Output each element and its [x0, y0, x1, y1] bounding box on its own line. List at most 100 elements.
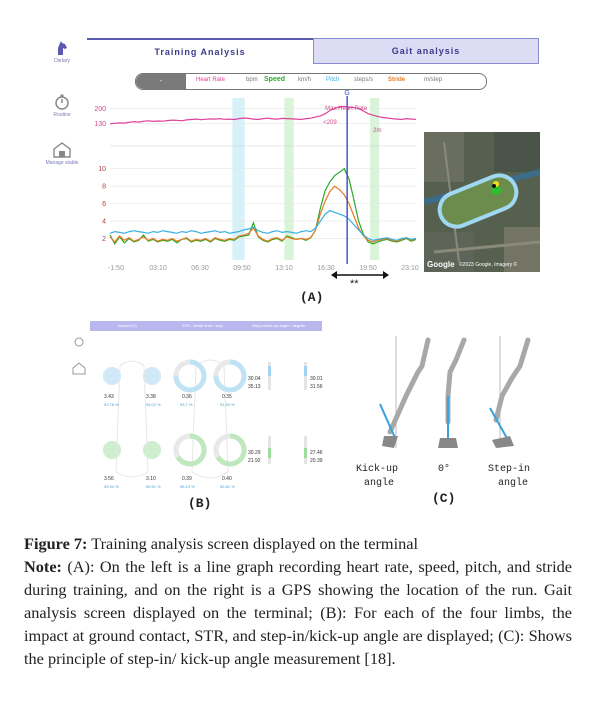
str-pct: 93.7 % — [180, 402, 193, 407]
hr-right-annotation: 2m — [373, 128, 381, 134]
highlight-band — [370, 98, 380, 260]
step-in-label-line2: angle — [498, 478, 529, 489]
str-value: 0.35 — [222, 394, 232, 400]
impact-value: 3.43 — [104, 394, 114, 400]
sidebar-item-routine[interactable]: Routine — [42, 94, 82, 118]
legend-heart-rate-unit: bpm — [246, 77, 258, 83]
gps-map-image — [424, 132, 540, 272]
gait-diagram — [103, 359, 307, 479]
zero-degree-label: 0° — [438, 464, 451, 475]
angle-bottom: 31.56 — [310, 384, 323, 390]
impact-value: 3.56 — [104, 476, 114, 482]
metric-legend: - Heart Rate bpm Speed km/h Pitch steps/… — [135, 73, 487, 90]
hoof-angle-diagram — [379, 336, 531, 448]
legend-stride-unit: m/step — [424, 77, 443, 83]
sidebar-item-label: Manage stable — [45, 160, 79, 166]
panel-c-label: (C) — [432, 491, 456, 506]
x-tick-label: 16:30 — [317, 265, 335, 272]
stable-icon — [72, 362, 86, 375]
angle-top: 30.04 — [248, 376, 261, 382]
x-tick-label: 19:50 — [359, 265, 377, 272]
header-impact: Impact (G) — [118, 323, 137, 328]
y-tick-label: 2 — [102, 236, 106, 243]
sidebar-item-label: Dietary — [54, 58, 70, 64]
x-tick-label: 09:50 — [233, 265, 251, 272]
legend-heart-rate[interactable]: Heart Rate — [196, 77, 226, 83]
sidebar-item-label: Routine — [53, 112, 71, 118]
kick-up-label-line1: Kick-up — [356, 464, 399, 475]
legend-pitch-unit: steps/s — [354, 77, 374, 83]
y-tick-label: 8 — [102, 184, 106, 191]
y-tick-label: 4 — [102, 219, 106, 226]
figure-caption: Figure 7: Training analysis screen displ… — [24, 532, 572, 670]
impact-value: 3.10 — [146, 476, 156, 482]
panel-c: Kick-up angle 0° Step-in angle (C) — [350, 336, 550, 511]
impact-value: 3.38 — [146, 394, 156, 400]
x-tick-label: 03:10 — [149, 265, 167, 272]
x-tick-label: -1:50 — [108, 265, 124, 272]
str-pct: 92.81 % — [220, 484, 235, 489]
panel-b-label: (B) — [188, 496, 212, 511]
str-value: 0.39 — [182, 476, 192, 482]
stopwatch-icon — [74, 337, 84, 347]
figure-title: Training analysis screen displayed on th… — [87, 534, 419, 553]
y-tick-label: 130 — [94, 121, 106, 128]
sidebar-item-manage-stable[interactable]: Manage stable — [42, 142, 82, 166]
y-tick-label: 200 — [94, 106, 106, 113]
highlight-band — [232, 98, 245, 260]
app-sidebar: Dietary Routine Manage stable — [40, 38, 84, 268]
highlight-band — [284, 98, 294, 260]
str-pct: 91.90 % — [220, 402, 235, 407]
hr-left-annotation: <209 — [323, 120, 337, 126]
max-heart-rate-annotation: Max Heart Rate — [325, 106, 368, 112]
y-tick-label: 10 — [98, 166, 106, 173]
angle-top: 30.01 — [310, 376, 323, 382]
gait-header: Impact (G) STR - stride time / step Step… — [90, 321, 322, 331]
str-pct: 96.13 % — [180, 484, 195, 489]
header-str: STR - stride time / step — [182, 323, 223, 328]
legend-pitch[interactable]: Pitch — [326, 77, 340, 83]
series-line — [109, 209, 417, 241]
note-label: Note: — [24, 557, 62, 576]
panel-b-sidebar — [72, 337, 86, 375]
legend-speed-unit: km/h — [298, 77, 312, 83]
training-line-chart[interactable]: 10 8 6 4 2 200 130 -1:50 03:10 06:30 09:50 13:10 16:… — [90, 88, 420, 284]
analysis-tabs: Training Analysis Gait analysis — [87, 38, 539, 64]
header-angle: Step-in/kick-up angle / degree — [252, 323, 306, 328]
impact-pct: 93.94 % — [104, 484, 119, 489]
figure-label: Figure 7: — [24, 534, 88, 553]
stable-icon — [53, 142, 71, 158]
impact-pct: 96.02 % — [146, 402, 161, 407]
significance-marker: ** — [350, 278, 359, 290]
angle-top: 27.46 — [310, 450, 323, 456]
x-tick-label: 13:10 — [275, 265, 293, 272]
y-tick-label: 6 — [102, 201, 106, 208]
x-tick-label: 23:10 — [401, 265, 419, 272]
tab-training-analysis[interactable]: Training Analysis — [87, 38, 313, 64]
impact-pct: 90.51 % — [146, 484, 161, 489]
note-text: (A): On the left is a line graph recordi… — [24, 557, 572, 668]
panel-b: Impact (G) STR - stride time / step Step… — [68, 318, 330, 511]
x-tick-label: 06:30 — [191, 265, 209, 272]
series-line — [109, 105, 417, 125]
horse-head-icon — [58, 41, 67, 55]
sidebar-item-dietary[interactable]: Dietary — [42, 40, 82, 64]
angle-top: 30.29 — [248, 450, 261, 456]
google-label: Google — [427, 260, 455, 269]
angle-bottom: 20.39 — [310, 458, 323, 464]
legend-stride[interactable]: Stride — [388, 77, 406, 83]
gps-map[interactable]: Google ©2023 Google, Imagery © — [424, 132, 540, 272]
str-value: 0.40 — [222, 476, 232, 482]
str-value: 0.36 — [182, 394, 192, 400]
panel-a-label: (A) — [300, 290, 324, 305]
series-line — [109, 185, 417, 243]
map-copyright: ©2023 Google, Imagery © — [459, 262, 518, 268]
tab-gait-analysis[interactable]: Gait analysis — [313, 38, 539, 64]
metric-selector[interactable]: - — [136, 74, 186, 89]
impact-pct: 93.78 % — [104, 402, 119, 407]
angle-bottom: 35.13 — [248, 384, 261, 390]
step-in-label-line1: Step-in — [488, 464, 531, 475]
legend-speed[interactable]: Speed — [264, 76, 286, 83]
kick-up-label-line2: angle — [364, 478, 395, 489]
angle-bottom: 21.92 — [248, 458, 261, 464]
